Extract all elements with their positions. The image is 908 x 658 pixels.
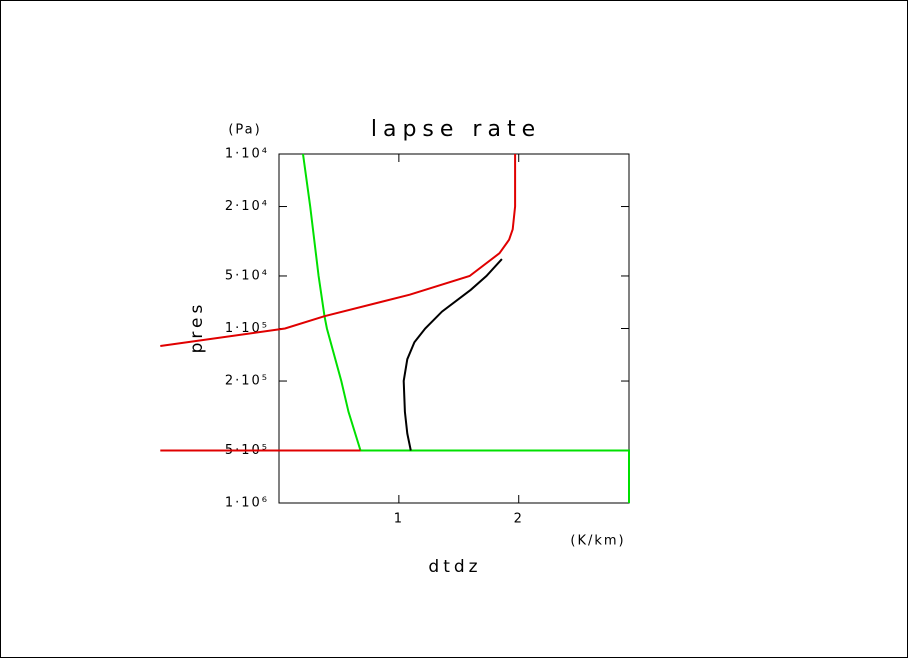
data-line	[402, 258, 503, 451]
y-unit: (Pa)	[228, 123, 261, 138]
y-label: pres	[187, 301, 207, 354]
x-tick-label: 1	[394, 512, 404, 527]
data-line	[302, 153, 630, 503]
chart-title: lapse rate	[371, 117, 541, 142]
x-unit: (K/km)	[570, 534, 625, 549]
data-line	[160, 154, 517, 452]
x-tick-label: 2	[514, 512, 524, 527]
y-tick-label: 5·10⁴	[225, 268, 269, 283]
y-tick-label: 2·10⁴	[225, 199, 269, 214]
y-tick-label: 1·10⁴	[225, 147, 269, 162]
y-tick-label: 2·10⁵	[225, 374, 269, 389]
x-label: dtdz	[428, 557, 481, 577]
y-tick-label: 1·10⁶	[225, 496, 269, 511]
